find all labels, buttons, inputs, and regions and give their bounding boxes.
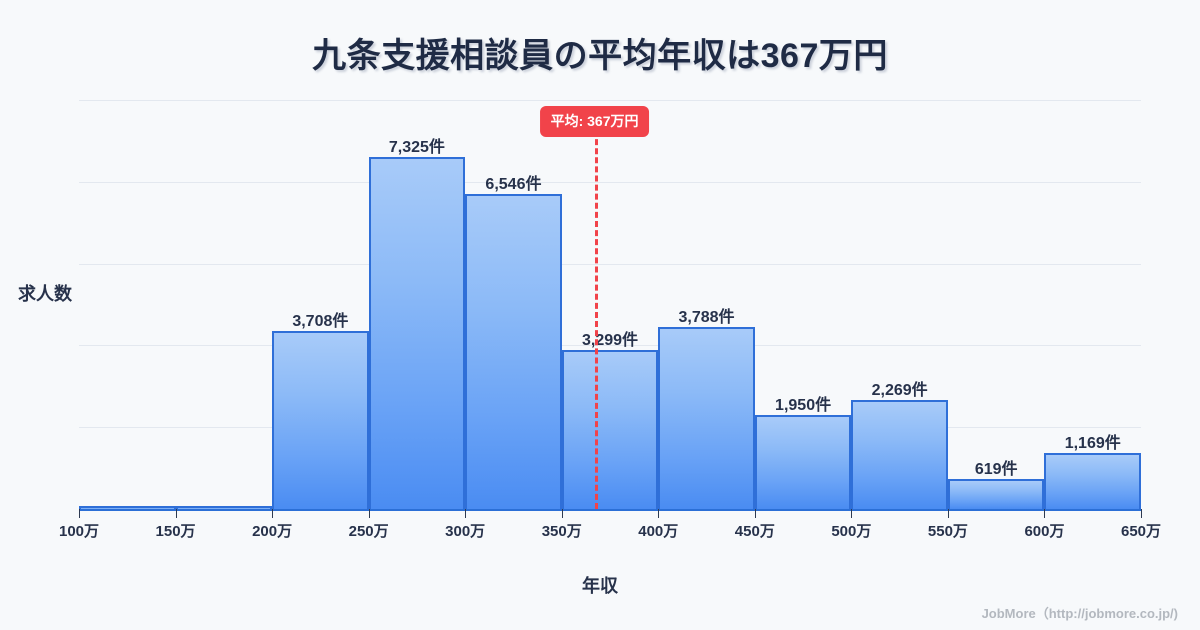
bar-value-label: 7,325件 [388, 138, 445, 156]
gridline [79, 345, 1141, 347]
x-tick-label: 650万 [1120, 523, 1162, 540]
bar-value-label: 3,299件 [581, 332, 639, 350]
page-title: 九条支援相談員の平均年収は367万円 [312, 37, 888, 75]
x-tick-label: 350万 [541, 523, 582, 540]
bar[interactable] [561, 350, 659, 509]
x-tick-mark [465, 509, 467, 518]
bar[interactable] [1044, 452, 1141, 509]
x-tick-mark [947, 509, 949, 518]
bar-value-label: 2,269件 [871, 381, 928, 399]
x-tick-label: 550万 [927, 523, 968, 540]
x-tick-mark [1044, 509, 1046, 518]
gridline [79, 100, 1141, 101]
bar[interactable] [368, 156, 466, 509]
average-badge: 平均: 367万円 [539, 106, 650, 137]
bar-value-label: 3,788件 [678, 308, 735, 326]
bar-value-label: 1,169件 [1064, 434, 1121, 452]
x-tick-mark [1141, 509, 1142, 518]
x-tick-mark [561, 509, 563, 518]
average-vline [594, 130, 598, 509]
bar[interactable] [79, 506, 176, 509]
bar[interactable] [175, 506, 273, 509]
gridline [79, 263, 1141, 265]
bar[interactable] [658, 326, 755, 509]
bar-value-label: 6,546件 [485, 176, 542, 194]
x-tick-label: 400万 [638, 523, 679, 540]
x-axis-line [79, 509, 1141, 511]
bar-value-label: 619件 [974, 461, 1018, 479]
x-tick-label: 150万 [155, 523, 196, 540]
bar[interactable] [947, 479, 1045, 509]
x-tick-label: 250万 [348, 523, 389, 540]
x-tick-mark [368, 509, 370, 518]
gridline [79, 181, 1141, 183]
x-tick-mark [272, 509, 274, 518]
bar[interactable] [272, 330, 369, 509]
x-tick-label: 200万 [252, 523, 293, 540]
x-tick-label: 450万 [734, 523, 775, 540]
bar[interactable] [465, 194, 562, 509]
x-tick-mark [79, 509, 80, 518]
bar-value-label: 1,950件 [775, 397, 832, 415]
x-tick-label: 100万 [58, 523, 100, 540]
y-axis-title: 求人数 [18, 284, 72, 304]
bar[interactable] [851, 399, 948, 509]
bar[interactable] [754, 415, 852, 509]
bar-value-label: 3,708件 [292, 312, 349, 330]
x-tick-mark [754, 509, 756, 518]
x-tick-label: 500万 [831, 523, 872, 540]
plot-area [79, 100, 1141, 510]
x-tick-mark [658, 509, 660, 518]
credit-watermark: JobMore（http://jobmore.co.jp/) [981, 606, 1178, 621]
x-tick-mark [851, 509, 853, 518]
x-tick-label: 600万 [1024, 523, 1065, 540]
x-tick-mark [175, 509, 177, 518]
x-axis-title: 年収 [582, 576, 618, 596]
x-tick-label: 300万 [445, 523, 486, 540]
